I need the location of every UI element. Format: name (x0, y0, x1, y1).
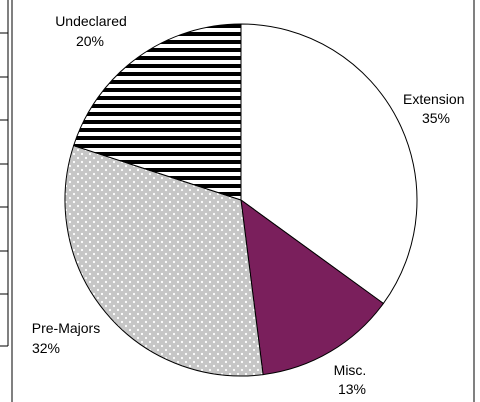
slice-value-pre-majors: 32% (32, 340, 60, 356)
pie-slice-misc (240, 198, 385, 376)
slice-label-extension: Extension (403, 91, 464, 107)
slice-value-undeclared: 20% (76, 33, 104, 49)
pie-slice-undeclared (72, 23, 242, 201)
slice-label-pre-majors: Pre-Majors (32, 320, 100, 336)
slice-label-misc: Misc. (334, 362, 367, 378)
pie-slice-pre-majors (64, 144, 264, 377)
slice-label-undeclared: Undeclared (55, 13, 127, 29)
slice-value-misc: 13% (338, 381, 366, 397)
pie-slice-extension (240, 23, 418, 305)
pie-slices (64, 23, 418, 377)
slice-value-extension: 35% (422, 110, 450, 126)
